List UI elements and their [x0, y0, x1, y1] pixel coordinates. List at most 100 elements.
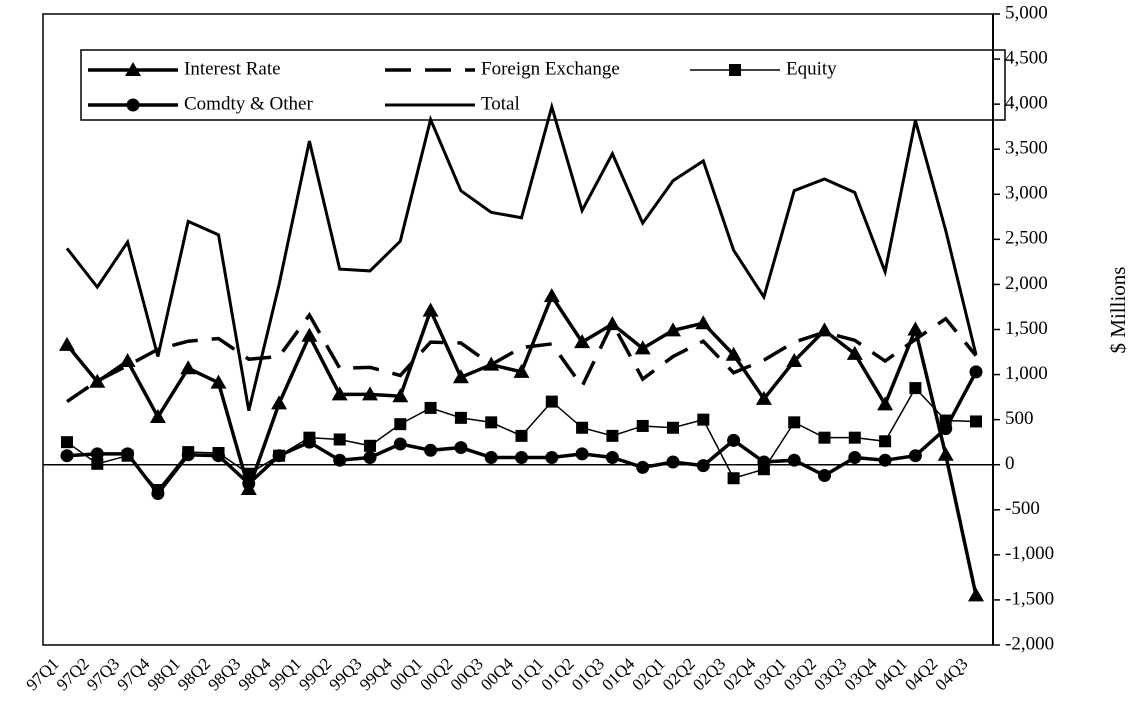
marker-triangle	[210, 374, 227, 389]
marker-triangle	[119, 353, 136, 368]
legend-box	[80, 49, 1006, 121]
marker-circle	[484, 451, 498, 465]
marker-square	[333, 433, 346, 446]
legend-label: Equity	[786, 58, 837, 79]
marker-triangle	[695, 315, 712, 330]
marker-square	[424, 401, 437, 414]
y-tick-label: 3,000	[1005, 183, 1048, 204]
marker-circle	[90, 447, 104, 461]
marker-square	[848, 431, 861, 444]
x-tick-label: 99Q1	[265, 654, 305, 694]
marker-circle	[363, 451, 377, 465]
x-tick-label: 00Q4	[477, 654, 518, 695]
x-tick-label: 03Q2	[780, 654, 820, 694]
marker-triangle	[877, 396, 894, 411]
marker-circle	[212, 449, 225, 463]
marker-circle	[939, 422, 953, 436]
y-tick-label: 5,000	[1005, 2, 1048, 23]
marker-triangle	[149, 408, 166, 423]
y-tick-label: 2,000	[1005, 273, 1048, 294]
marker-triangle	[846, 345, 863, 360]
x-tick-label: 99Q2	[295, 654, 335, 694]
marker-circle	[908, 449, 922, 463]
marker-circle	[272, 449, 286, 463]
x-tick-label: 02Q2	[659, 654, 699, 694]
y-tick-label: 1,000	[1005, 363, 1048, 384]
x-tick-label: 98Q1	[144, 654, 184, 694]
marker-square	[727, 472, 740, 485]
marker-square	[697, 413, 710, 426]
y-tick-label: -1,500	[1005, 588, 1054, 609]
marker-triangle	[513, 363, 530, 378]
x-tick-label: 97Q3	[83, 654, 123, 694]
marker-triangle	[543, 288, 560, 303]
x-tick-label: 04Q2	[901, 654, 941, 694]
legend-label: Comdty & Other	[184, 93, 313, 114]
marker-triangle	[362, 386, 378, 401]
x-tick-label: 00Q3	[447, 654, 487, 694]
legend-marker	[126, 98, 140, 112]
x-tick-label: 98Q4	[235, 654, 276, 695]
y-tick-label: 3,500	[1005, 138, 1048, 159]
marker-circle	[727, 433, 741, 447]
marker-square	[636, 419, 649, 432]
x-tick-label: 01Q3	[568, 654, 608, 694]
y-tick-label: 500	[1005, 408, 1034, 429]
marker-square	[970, 415, 982, 428]
marker-square	[576, 421, 589, 434]
marker-square	[454, 411, 467, 424]
marker-circle	[424, 443, 438, 457]
x-tick-label: 97Q1	[22, 654, 62, 694]
marker-circle	[878, 453, 892, 467]
marker-square	[364, 439, 376, 452]
x-tick-label: 03Q4	[841, 654, 882, 695]
y-tick-label: 4,500	[1005, 47, 1048, 68]
y-tick-label: -500	[1005, 498, 1040, 519]
marker-triangle	[907, 321, 924, 336]
y-tick-label: 2,500	[1005, 228, 1048, 249]
y-axis-label: $ Millions	[1106, 267, 1130, 354]
marker-square	[394, 418, 407, 431]
x-tick-label: 03Q1	[750, 654, 790, 694]
marker-triangle	[452, 369, 469, 384]
marker-square	[545, 395, 558, 408]
marker-circle	[393, 437, 407, 451]
marker-triangle	[574, 334, 591, 349]
x-tick-label: 04Q3	[931, 654, 971, 694]
marker-triangle	[968, 587, 984, 602]
marker-square	[515, 429, 528, 442]
x-tick-label: 99Q3	[325, 654, 365, 694]
y-tick-label: 0	[1005, 453, 1015, 474]
marker-triangle	[786, 353, 803, 368]
marker-square	[879, 435, 892, 448]
marker-square	[818, 431, 831, 444]
legend-label: Foreign Exchange	[481, 58, 620, 79]
x-tick-label: 00Q1	[386, 654, 426, 694]
marker-circle	[787, 453, 801, 467]
marker-circle	[969, 365, 983, 379]
marker-circle	[757, 455, 771, 469]
marker-triangle	[301, 327, 318, 342]
marker-triangle	[180, 360, 197, 375]
x-tick-label: 00Q2	[416, 654, 456, 694]
series-line	[65, 101, 978, 411]
marker-triangle	[59, 336, 75, 351]
x-tick-label: 01Q4	[598, 654, 639, 695]
marker-triangle	[755, 390, 772, 405]
marker-circle	[848, 451, 862, 465]
marker-circle	[545, 451, 559, 465]
marker-square	[606, 429, 619, 442]
marker-triangle	[604, 316, 621, 331]
marker-square	[909, 382, 922, 395]
marker-triangle	[725, 346, 742, 361]
marker-triangle	[937, 446, 954, 461]
legend-label: Total	[481, 93, 520, 114]
marker-triangle	[665, 322, 681, 337]
marker-circle	[454, 441, 468, 455]
marker-triangle	[89, 373, 106, 388]
marker-triangle	[634, 340, 651, 355]
marker-triangle	[331, 386, 348, 401]
legend-label: Interest Rate	[184, 58, 281, 79]
x-tick-label: 01Q1	[507, 654, 547, 694]
x-tick-label: 02Q1	[628, 654, 668, 694]
